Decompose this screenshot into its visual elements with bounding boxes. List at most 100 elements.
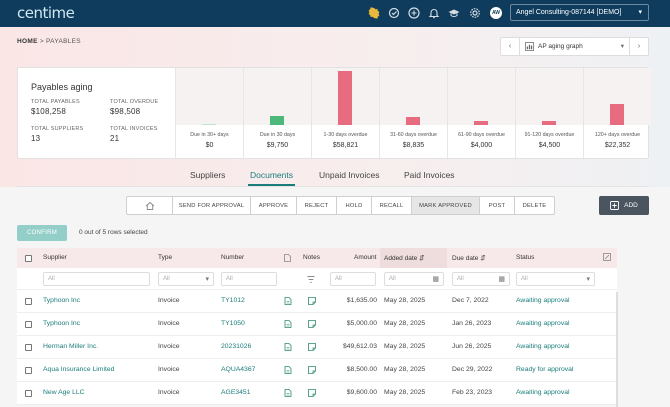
- table-row[interactable]: New Age LLC Invoice AGE3451 $9,600.00 May 28…: [17, 382, 617, 405]
- status-link[interactable]: Awaiting approval: [516, 389, 570, 396]
- aging-bucket[interactable]: Due in 30+ days $0: [175, 68, 243, 160]
- add-button[interactable]: ADD: [599, 196, 649, 215]
- supplier-link[interactable]: Typhoon Inc: [43, 297, 81, 304]
- col-number[interactable]: Number: [221, 254, 245, 261]
- attachment-icon[interactable]: [284, 366, 292, 374]
- edit-columns-icon[interactable]: [603, 253, 611, 261]
- breadcrumb-home[interactable]: HOME: [17, 38, 38, 45]
- col-notes[interactable]: Notes: [303, 254, 320, 261]
- note-icon[interactable]: [308, 297, 316, 305]
- supplier-link[interactable]: Herman Miller Inc.: [43, 343, 99, 350]
- aging-bucket-amount: $4,000: [470, 142, 493, 149]
- number-filter[interactable]: All: [221, 272, 277, 286]
- col-amount[interactable]: Amount: [354, 254, 377, 261]
- home-button[interactable]: [127, 197, 173, 214]
- status-link[interactable]: Awaiting approval: [516, 320, 570, 327]
- row-checkbox[interactable]: [25, 298, 32, 305]
- confirm-button[interactable]: CONFIRM: [17, 225, 67, 241]
- doc-number-link[interactable]: 20231026: [221, 343, 252, 350]
- supplier-link[interactable]: Typhoon Inc: [43, 320, 81, 327]
- send-for-approval-button[interactable]: SEND FOR APPROVAL: [173, 197, 251, 214]
- tab-paid-invoices[interactable]: Paid Invoices: [404, 170, 455, 180]
- added-date-filter[interactable]: All ▦: [384, 272, 444, 286]
- attachment-icon[interactable]: [284, 343, 292, 351]
- due-date: Dec 29, 2022: [452, 366, 493, 373]
- user-avatar[interactable]: AW: [490, 7, 502, 19]
- reject-button[interactable]: REJECT: [297, 197, 337, 214]
- row-checkbox[interactable]: [25, 344, 32, 351]
- col-type[interactable]: Type: [158, 254, 173, 261]
- status-link[interactable]: Ready for approval: [516, 366, 574, 373]
- table-row[interactable]: Typhoon Inc Invoice TY1012 $1,635.00 May 28,…: [17, 290, 617, 313]
- type-filter[interactable]: All ▾: [158, 272, 214, 286]
- hold-button[interactable]: HOLD: [337, 197, 372, 214]
- mark-approved-button[interactable]: MARK APPROVED: [412, 197, 480, 214]
- row-checkbox[interactable]: [25, 367, 32, 374]
- graduation-cap-icon[interactable]: [448, 7, 460, 19]
- aging-bar[interactable]: [474, 121, 488, 125]
- approve-button[interactable]: APPROVE: [251, 197, 297, 214]
- post-button[interactable]: POST: [480, 197, 515, 214]
- filter-icon[interactable]: [307, 276, 315, 283]
- aging-bucket[interactable]: 1-30 days overdue $58,821: [311, 68, 379, 160]
- attachment-icon[interactable]: [284, 320, 292, 328]
- note-icon[interactable]: [308, 343, 316, 351]
- aging-bucket[interactable]: 31-60 days overdue $8,835: [379, 68, 447, 160]
- aging-bar[interactable]: [202, 124, 216, 125]
- col-added-date[interactable]: Added date ⇵: [380, 248, 447, 268]
- badge-icon[interactable]: [368, 7, 380, 19]
- sync-icon[interactable]: [388, 7, 400, 19]
- supplier-link[interactable]: New Age LLC: [43, 389, 85, 396]
- chevron-left-icon[interactable]: ‹: [508, 43, 512, 50]
- table-row[interactable]: Herman Miller Inc. Invoice 20231026 $49,612…: [17, 336, 617, 359]
- select-all-checkbox[interactable]: [25, 255, 32, 262]
- doc-number-link[interactable]: AQUA4367: [221, 366, 256, 373]
- verified-icon[interactable]: [408, 7, 420, 19]
- tab-documents[interactable]: Documents: [248, 170, 295, 186]
- aging-bar[interactable]: [338, 70, 352, 125]
- aging-bar-area: [448, 68, 515, 125]
- status-link[interactable]: Awaiting approval: [516, 343, 570, 350]
- note-icon[interactable]: [308, 389, 316, 397]
- doc-number-link[interactable]: TY1050: [221, 320, 245, 327]
- aging-bucket[interactable]: 61-90 days overdue $4,000: [447, 68, 515, 160]
- due-date-filter[interactable]: All ▦: [452, 272, 510, 286]
- row-checkbox[interactable]: [25, 390, 32, 397]
- bell-icon[interactable]: [428, 7, 440, 19]
- aging-bucket[interactable]: 120+ days overdue $22,352: [583, 68, 651, 160]
- col-status[interactable]: Status: [516, 254, 535, 261]
- aging-bar[interactable]: [542, 120, 556, 125]
- aging-bar[interactable]: [406, 116, 420, 125]
- status-filter[interactable]: All ▾: [516, 272, 595, 286]
- note-icon[interactable]: [308, 320, 316, 328]
- amount-filter[interactable]: All: [330, 272, 376, 286]
- col-supplier[interactable]: Supplier: [43, 254, 67, 261]
- aging-bucket[interactable]: Due in 30 days $9,750: [243, 68, 311, 160]
- row-checkbox[interactable]: [25, 321, 32, 328]
- aging-bucket[interactable]: 91-120 days overdue $4,500: [515, 68, 583, 160]
- doc-number-link[interactable]: TY1012: [221, 297, 245, 304]
- recall-button[interactable]: RECALL: [372, 197, 412, 214]
- note-icon[interactable]: [308, 366, 316, 374]
- centime-logo[interactable]: centime: [17, 4, 75, 22]
- supplier-link[interactable]: Aqua Insurance Limited: [43, 366, 115, 373]
- aging-bar[interactable]: [270, 116, 284, 125]
- aging-bar[interactable]: [610, 104, 624, 125]
- attachment-icon[interactable]: [284, 389, 292, 397]
- table-scrollbar[interactable]: [616, 292, 618, 407]
- table-row[interactable]: Typhoon Inc Invoice TY1050 $5,000.00 May 28,…: [17, 313, 617, 336]
- attachment-icon[interactable]: [284, 297, 292, 305]
- tab-unpaid-invoices[interactable]: Unpaid Invoices: [319, 170, 380, 180]
- doc-number-link[interactable]: AGE3451: [221, 389, 251, 396]
- company-selector[interactable]: Angel Consulting-087144 [DEMO] ▾: [510, 4, 649, 21]
- supplier-filter[interactable]: All: [43, 272, 150, 286]
- stat-value: $108,258: [31, 107, 66, 116]
- status-link[interactable]: Awaiting approval: [516, 297, 570, 304]
- table-row[interactable]: Aqua Insurance Limited Invoice AQUA4367 $8,…: [17, 359, 617, 382]
- graph-type-dropdown[interactable]: AP aging graph ▾: [519, 38, 630, 55]
- col-due-date[interactable]: Due date ⇵: [452, 254, 486, 262]
- gear-icon[interactable]: [469, 7, 481, 19]
- tab-suppliers[interactable]: Suppliers: [190, 170, 226, 180]
- delete-button[interactable]: DELETE: [522, 202, 547, 209]
- chevron-right-icon[interactable]: ›: [637, 43, 641, 50]
